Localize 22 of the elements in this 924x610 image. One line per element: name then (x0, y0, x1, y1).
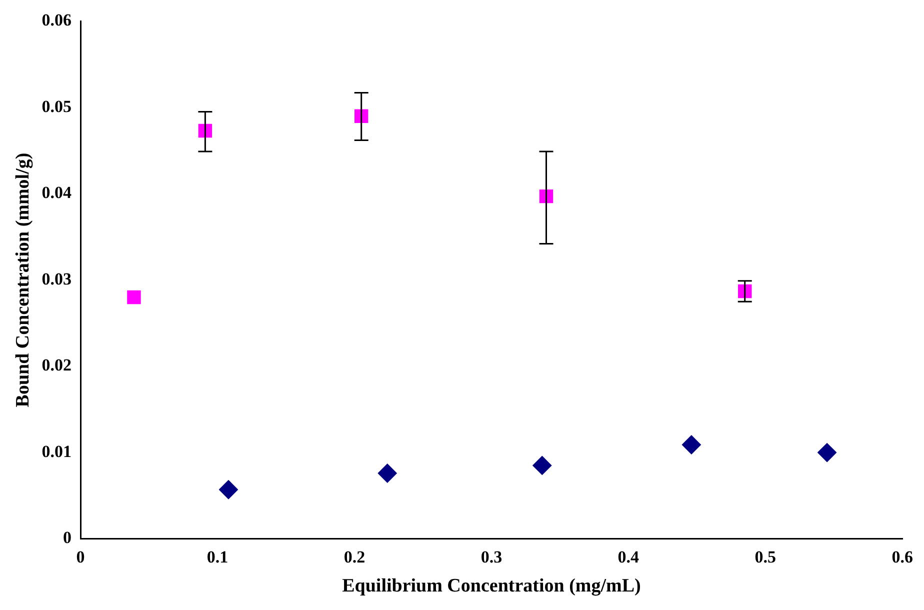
x-tick-label: 0.3 (480, 547, 502, 566)
point (378, 464, 397, 483)
x-tick-label: 0.5 (754, 547, 776, 566)
y-tick-label: 0.01 (42, 442, 72, 461)
y-tick-label: 0.04 (42, 183, 72, 202)
point (127, 290, 141, 304)
y-tick-label: 0.06 (42, 10, 72, 30)
point (532, 456, 552, 475)
x-tick-label: 0.2 (344, 547, 366, 566)
point (218, 480, 238, 500)
y-tick-label: 0.03 (42, 269, 72, 288)
y-tick-label: 0.02 (42, 356, 72, 375)
y-tick-label: 0 (63, 528, 72, 548)
point (682, 435, 701, 454)
x-tick-label: 0.6 (892, 547, 913, 566)
x-axis-title: Equilibrium Concentration (mg/mL) (342, 576, 641, 597)
x-tick-label: 0 (76, 547, 85, 566)
point (818, 443, 837, 462)
y-axis-title: Bound Concentration (mmol/g) (12, 152, 34, 408)
y-tick-label: 0.05 (42, 96, 72, 116)
x-tick-label: 0.1 (206, 547, 228, 566)
x-tick-label: 0.4 (618, 547, 640, 566)
